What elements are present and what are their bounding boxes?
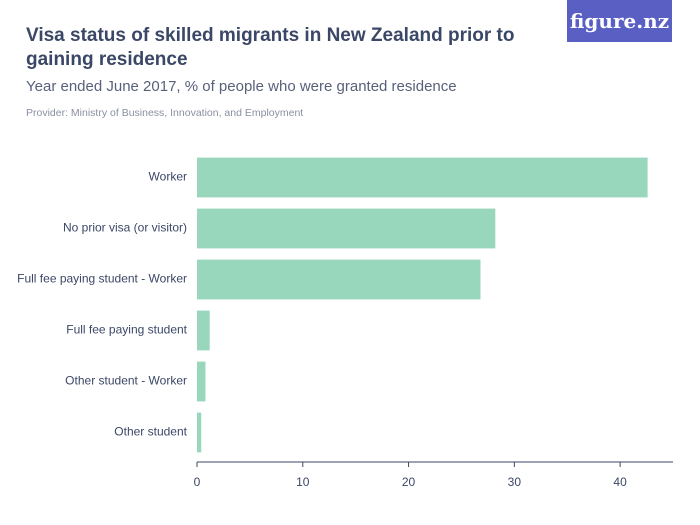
y-tick-label: Other student xyxy=(114,425,187,439)
x-tick-label: 0 xyxy=(194,475,201,489)
y-tick-label: Worker xyxy=(149,170,187,184)
x-tick-label: 40 xyxy=(613,475,627,489)
bar xyxy=(197,361,206,402)
chart-subtitle: Year ended June 2017, % of people who we… xyxy=(26,78,457,95)
x-tick-label: 10 xyxy=(296,475,310,489)
bar xyxy=(197,259,481,300)
bar xyxy=(197,310,210,351)
y-tick-label: Full fee paying student xyxy=(66,323,187,337)
y-tick-label: Full fee paying student - Worker xyxy=(17,272,187,286)
x-tick-label: 30 xyxy=(508,475,522,489)
chart-title: Visa status of skilled migrants in New Z… xyxy=(26,25,515,70)
provider: Provider: Ministry of Business, Innovati… xyxy=(26,107,304,119)
bar xyxy=(197,412,202,453)
bar xyxy=(197,157,648,198)
x-tick-label: 20 xyxy=(402,475,416,489)
y-tick-label: No prior visa (or visitor) xyxy=(63,221,187,235)
logo[interactable]: figure.nz xyxy=(567,0,672,42)
y-tick-label: Other student - Worker xyxy=(65,374,187,388)
bar xyxy=(197,208,496,249)
